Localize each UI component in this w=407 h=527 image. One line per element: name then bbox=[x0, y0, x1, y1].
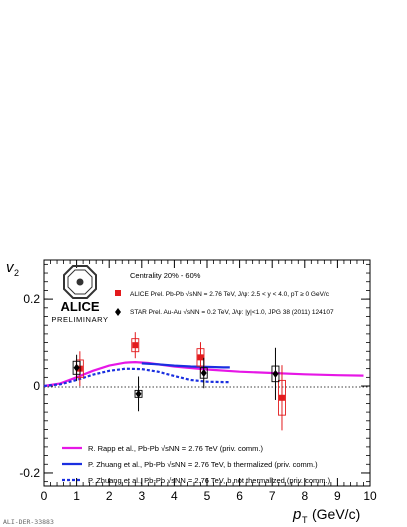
x-tick-label: 9 bbox=[334, 489, 341, 503]
x-tick-label: 5 bbox=[204, 489, 211, 503]
data-points bbox=[72, 332, 286, 431]
x-tick-label: 1 bbox=[73, 489, 80, 503]
x-tick-label: 6 bbox=[236, 489, 243, 503]
alice-point bbox=[132, 342, 139, 349]
y-tick-label: -0.2 bbox=[19, 466, 40, 480]
star-point bbox=[135, 389, 142, 398]
x-tick-label: 8 bbox=[301, 489, 308, 503]
model-curve-1 bbox=[141, 362, 230, 369]
model-curve-2 bbox=[43, 367, 230, 388]
y-axis-label: v bbox=[6, 259, 15, 276]
legend-rapp-label: R. Rapp et al., Pb-Pb √sNN = 2.76 TeV (p… bbox=[88, 444, 263, 453]
x-tick-label: 4 bbox=[171, 489, 178, 503]
x-axis-label-unit: (GeV/c) bbox=[312, 506, 360, 522]
x-tick-label: 2 bbox=[106, 489, 113, 503]
legend-zhuang-therm-label: P. Zhuang et al., Pb-Pb √sNN = 2.76 TeV,… bbox=[88, 460, 318, 469]
x-tick-label: 0 bbox=[41, 489, 48, 503]
x-axis-label-sub: T bbox=[302, 515, 308, 525]
logo-octagon-inner bbox=[67, 269, 93, 295]
x-axis-label-p: p bbox=[292, 506, 301, 523]
x-tick-label: 3 bbox=[138, 489, 145, 503]
x-tick-label: 7 bbox=[269, 489, 276, 503]
logo-core bbox=[76, 278, 84, 286]
alice-logo: ALICE PRELIMINARY bbox=[51, 265, 108, 324]
alice-point bbox=[197, 354, 204, 361]
axis-ticks: 0 1 2 3 4 5 6 7 8 9 10-0.200.2 bbox=[19, 260, 377, 503]
legend-star-label: STAR Prel. Au-Au √sNN = 0.2 TeV, J/ψ: |y… bbox=[130, 308, 334, 316]
centrality-label: Centrality 20% - 60% bbox=[130, 271, 201, 280]
alice-point bbox=[278, 394, 285, 401]
legend-star-marker bbox=[115, 308, 121, 316]
logo-title: ALICE bbox=[61, 299, 100, 314]
star-point bbox=[73, 363, 80, 372]
y-tick-label: 0 bbox=[33, 379, 40, 393]
star-point bbox=[272, 369, 279, 378]
legend-alice-label: ALICE Prel. Pb-Pb √sNN = 2.76 TeV, J/ψ: … bbox=[130, 290, 330, 298]
legend-zhuang-nontherm-label: P. Zhuang et al., Pb-Pb √sNN = 2.76 TeV,… bbox=[88, 476, 331, 485]
y-axis-subscript: 2 bbox=[14, 268, 19, 278]
logo-subtitle: PRELIMINARY bbox=[51, 315, 108, 324]
y-tick-label: 0.2 bbox=[23, 292, 40, 306]
logo-octagon bbox=[63, 265, 97, 299]
model-curves bbox=[43, 360, 364, 388]
star-point bbox=[200, 369, 207, 377]
x-tick-label: 10 bbox=[363, 489, 377, 503]
legend-alice-marker bbox=[115, 290, 121, 296]
figure-id: ALI-DER-33883 bbox=[3, 518, 54, 526]
